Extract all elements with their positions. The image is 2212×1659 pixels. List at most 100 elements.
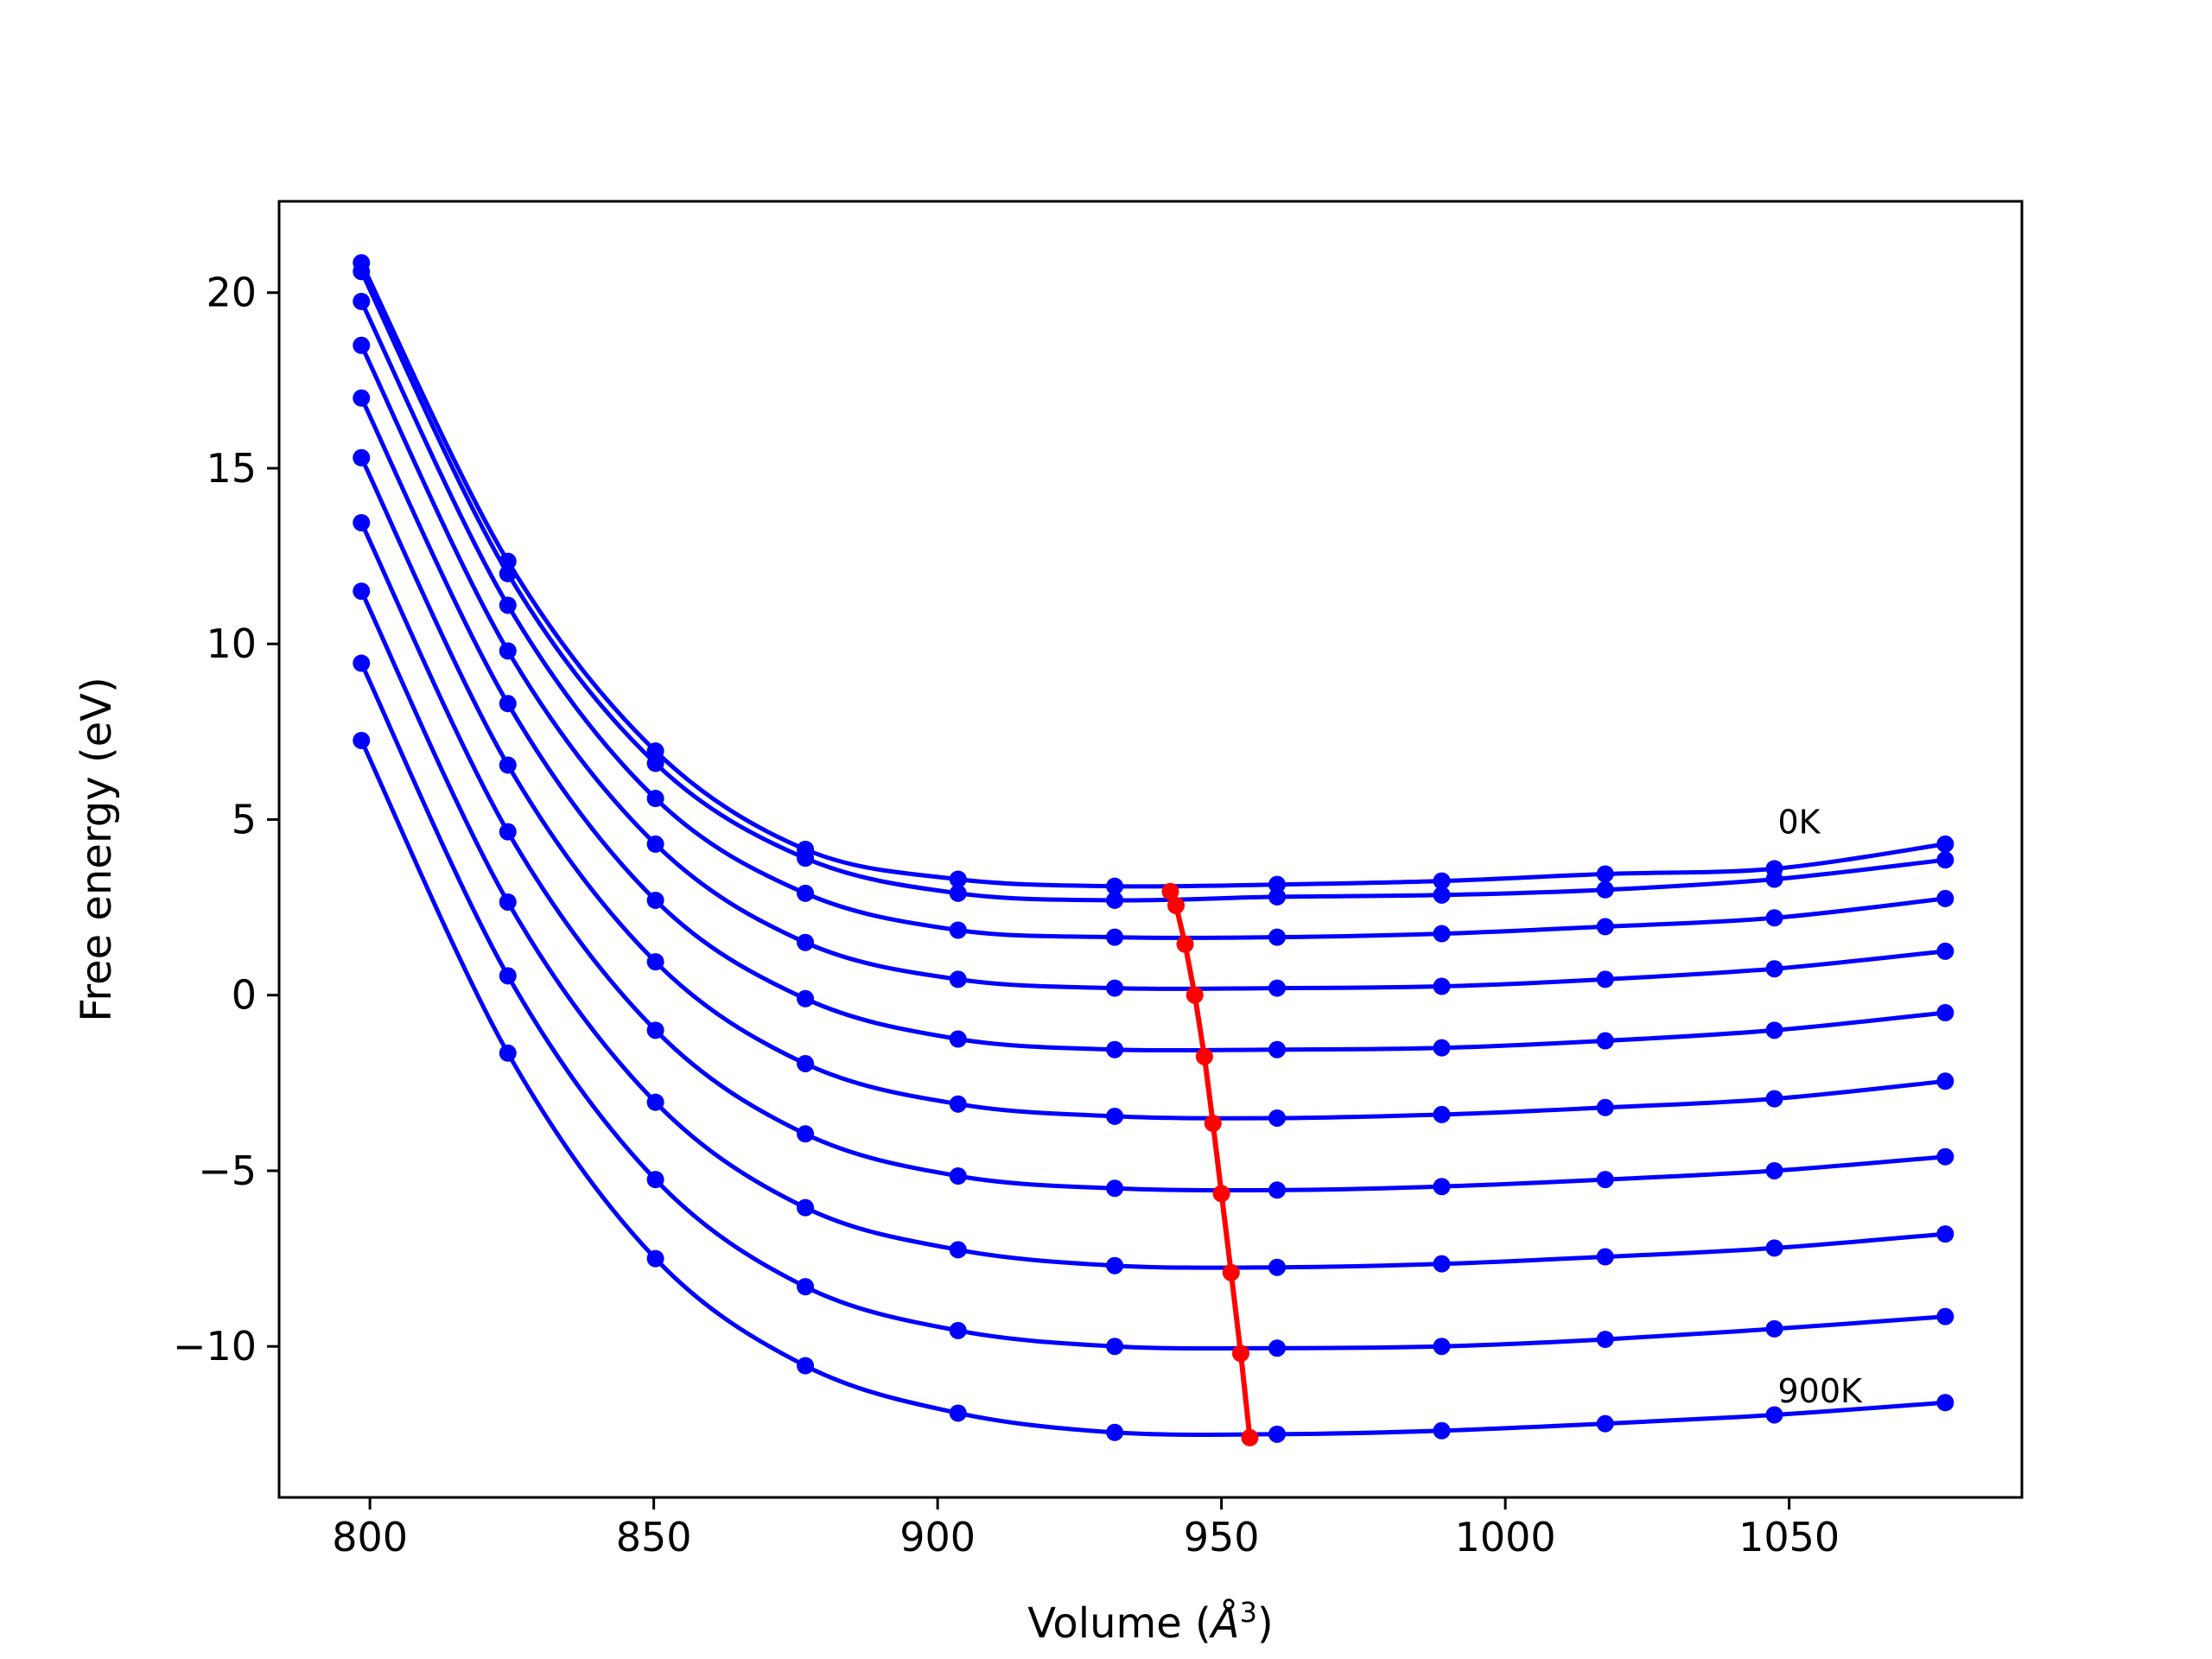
data-point-7-3	[797, 1198, 815, 1217]
data-point-9-2	[646, 1249, 664, 1268]
data-point-3-7	[1433, 977, 1451, 995]
data-point-7-1	[499, 893, 517, 911]
data-point-6-1	[499, 823, 517, 841]
data-point-8-2	[646, 1171, 664, 1189]
minimum-point-3	[1185, 986, 1204, 1004]
y-tick-label-4: 0	[232, 972, 257, 1019]
data-point-0-8	[1596, 865, 1614, 883]
data-point-3-5	[1106, 979, 1124, 997]
data-point-8-6	[1268, 1339, 1287, 1357]
data-point-2-2	[646, 790, 664, 808]
data-point-4-3	[797, 989, 815, 1007]
data-point-3-9	[1765, 960, 1783, 978]
data-point-6-2	[646, 1021, 664, 1039]
data-point-2-0	[353, 292, 371, 310]
y-axis-label: Free energy (eV)	[73, 677, 121, 1021]
data-point-0-7	[1433, 872, 1451, 890]
y-tick-label-0: 20	[206, 270, 257, 316]
data-point-7-2	[646, 1093, 664, 1111]
data-point-6-6	[1268, 1181, 1287, 1199]
minimum-point-7	[1222, 1263, 1240, 1281]
minimum-line-group	[1161, 882, 1259, 1446]
data-point-2-7	[1433, 925, 1451, 943]
data-point-5-6	[1268, 1109, 1287, 1127]
series-7	[353, 582, 1955, 1276]
data-point-6-8	[1596, 1171, 1614, 1189]
minimum-point-6	[1212, 1185, 1230, 1203]
data-point-6-9	[1765, 1161, 1783, 1179]
series-4	[353, 389, 1955, 1058]
series-2	[353, 292, 1955, 946]
data-point-3-2	[646, 835, 664, 853]
data-point-1-9	[1765, 870, 1783, 888]
data-point-2-9	[1765, 909, 1783, 927]
data-point-5-7	[1433, 1105, 1451, 1123]
data-point-9-10	[1936, 1394, 1955, 1412]
x-tick-label-1: 850	[616, 1514, 692, 1560]
series-8	[353, 654, 1955, 1357]
series-0	[353, 254, 1955, 895]
data-point-5-3	[797, 1054, 815, 1072]
data-point-5-9	[1765, 1090, 1783, 1108]
data-point-5-5	[1106, 1107, 1124, 1125]
series-line-3	[359, 344, 1946, 991]
minimum-point-0	[1161, 882, 1179, 900]
series-5	[353, 448, 1955, 1127]
x-tick-label-0: 800	[332, 1514, 408, 1560]
series-line-1	[359, 270, 1946, 903]
plot-area: 0K 900K	[353, 254, 1955, 1446]
x-axis-label-text: Volume (	[1027, 1599, 1211, 1648]
data-point-4-1	[499, 695, 517, 713]
series-line-2	[359, 300, 1946, 940]
data-point-8-1	[499, 967, 517, 985]
data-point-4-2	[646, 891, 664, 909]
data-point-9-9	[1765, 1406, 1783, 1424]
data-point-1-10	[1936, 851, 1955, 869]
data-point-2-6	[1268, 928, 1287, 946]
data-point-7-7	[1433, 1255, 1451, 1273]
y-tick-label-3: 5	[232, 796, 257, 842]
data-point-6-5	[1106, 1179, 1124, 1198]
data-point-5-2	[646, 953, 664, 971]
data-point-2-1	[499, 596, 517, 614]
data-point-1-7	[1433, 886, 1451, 904]
series-1	[353, 263, 1955, 909]
data-point-0-4	[949, 870, 967, 888]
data-point-1-5	[1106, 891, 1124, 909]
data-point-1-1	[499, 564, 517, 582]
minimum-point-9	[1241, 1428, 1259, 1446]
data-point-3-10	[1936, 942, 1955, 960]
series-6	[353, 513, 1955, 1199]
data-point-5-4	[949, 1095, 967, 1113]
x-axis-label: Volume (Å3)	[1027, 1596, 1273, 1648]
y-tick-label-5: −5	[198, 1147, 257, 1194]
x-tick-label-4: 1000	[1455, 1514, 1556, 1560]
series-3	[353, 336, 1955, 997]
data-point-2-8	[1596, 918, 1614, 936]
data-point-4-7	[1433, 1039, 1451, 1057]
data-point-1-6	[1268, 887, 1287, 906]
data-point-0-10	[1936, 835, 1955, 853]
y-tick-label-6: −10	[173, 1323, 257, 1370]
minimum-point-5	[1204, 1115, 1222, 1133]
data-point-4-4	[949, 1030, 967, 1048]
data-point-4-0	[353, 389, 371, 407]
data-point-7-4	[949, 1241, 967, 1259]
y-tick-label-2: 10	[206, 620, 257, 667]
data-point-0-5	[1106, 877, 1124, 895]
data-point-9-3	[797, 1357, 815, 1375]
data-point-3-4	[949, 970, 967, 988]
minimum-line	[1167, 890, 1253, 1439]
data-point-3-8	[1596, 970, 1614, 988]
annotation-0: 0K	[1777, 804, 1821, 842]
data-point-8-5	[1106, 1338, 1124, 1356]
data-point-6-4	[949, 1167, 967, 1185]
data-point-8-7	[1433, 1338, 1451, 1356]
data-point-3-1	[499, 642, 517, 660]
minimum-point-1	[1167, 897, 1185, 915]
data-point-7-8	[1596, 1248, 1614, 1266]
data-point-1-3	[797, 849, 815, 868]
data-point-1-4	[949, 884, 967, 902]
data-point-6-7	[1433, 1178, 1451, 1196]
data-point-9-0	[353, 731, 371, 749]
